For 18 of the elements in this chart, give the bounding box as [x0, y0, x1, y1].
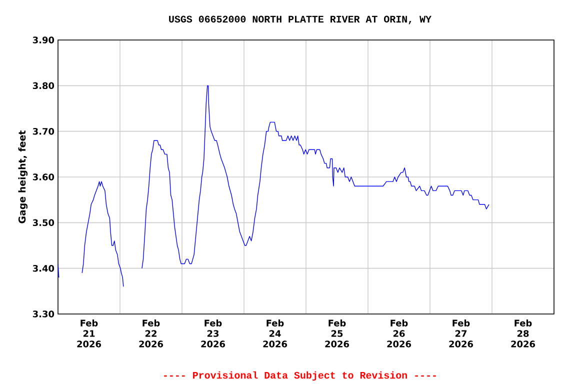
x-tick-label: Feb 22 2026 — [139, 320, 164, 348]
y-tick-label: 3.80 — [32, 82, 54, 90]
chart-title: USGS 06652000 NORTH PLATTE RIVER AT ORIN, WY — [169, 16, 432, 24]
y-tick-label: 3.30 — [32, 310, 54, 318]
y-tick-label: 3.60 — [32, 174, 54, 180]
text: ---- Provisional Data Subject to Revision ---- — [164, 371, 436, 381]
x-tick-label: Feb 23 2026 — [201, 320, 226, 348]
y-tick-label: 3.50 — [32, 219, 54, 226]
x-tick-label: Feb 24 2026 — [263, 320, 288, 348]
x-tick-label: Feb 25 2026 — [325, 320, 350, 348]
x-tick-label: Feb 21 2026 — [77, 320, 102, 348]
y-tick-label: 3.70 — [32, 128, 54, 135]
x-tick-label: Feb 26 2026 — [387, 320, 412, 348]
y-axis-title: Gage height, feet — [18, 130, 28, 224]
x-tick-label: Feb 27 2026 — [449, 320, 474, 348]
y-tick-label: 3.90 — [32, 36, 54, 44]
x-tick-label: Feb 28 2026 — [511, 320, 536, 348]
y-tick-label: 3.40 — [32, 264, 54, 272]
